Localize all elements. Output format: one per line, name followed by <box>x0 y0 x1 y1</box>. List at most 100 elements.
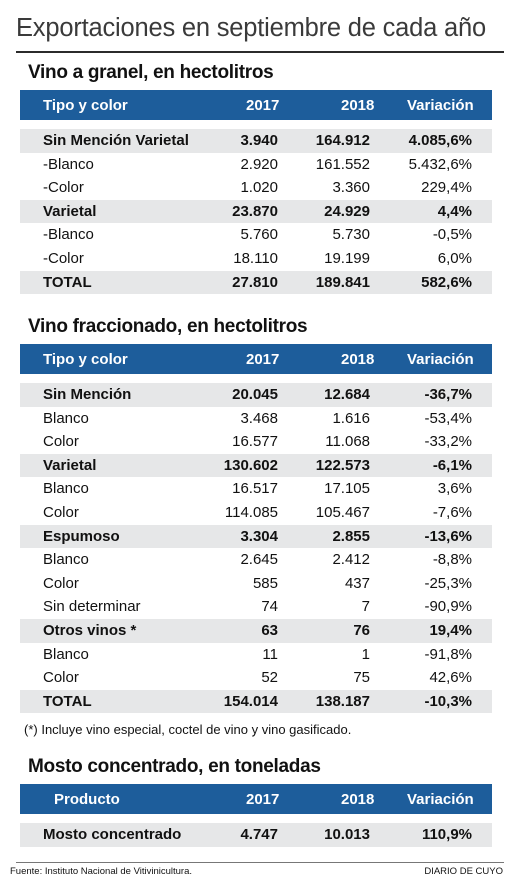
table-header: Tipo y color 2017 2018 Variación <box>20 344 492 374</box>
value-2018: 1.616 <box>332 409 370 427</box>
table-row: TOTAL 154.014 138.187 -10,3% <box>20 689 492 714</box>
value-variation: 4.085,6% <box>408 132 472 149</box>
value-variation: 3,6% <box>437 480 472 498</box>
value-2017: 16.517 <box>232 480 278 498</box>
table-header: Producto 2017 2018 Variación <box>20 784 492 814</box>
value-variation: -8,8% <box>432 551 472 569</box>
header-label: Tipo y color <box>43 351 128 368</box>
value-2017: 16.577 <box>232 433 278 451</box>
value-2018: 105.467 <box>315 503 370 521</box>
table-row: -Blanco 2.920 161.552 5.432,6% <box>20 153 492 177</box>
row-label: Espumoso <box>43 527 120 545</box>
value-2018: 12.684 <box>324 386 370 403</box>
value-2017: 2.920 <box>240 155 278 173</box>
value-2018: 5.730 <box>332 226 370 244</box>
value-2017: 154.014 <box>223 692 278 710</box>
row-label: Sin Mención <box>43 386 132 403</box>
value-2018: 164.912 <box>315 132 370 149</box>
value-2018: 24.929 <box>324 202 370 220</box>
value-2018: 1 <box>361 645 370 663</box>
value-2018: 3.360 <box>332 179 370 197</box>
source-credit: Fuente: Instituto Nacional de Vitivinicu… <box>10 866 193 877</box>
value-2018: 10.013 <box>324 826 370 843</box>
value-variation: -53,4% <box>424 409 472 427</box>
table-row: Color 114.085 105.467 -7,6% <box>20 501 492 525</box>
value-variation: 582,6% <box>421 273 472 291</box>
page-title: Exportaciones en septiembre de cada año <box>16 14 486 42</box>
row-label: Blanco <box>43 645 89 663</box>
table-row: Color 16.577 11.068 -33,2% <box>20 430 492 454</box>
footer-divider <box>16 862 504 863</box>
value-2017: 585 <box>252 574 278 592</box>
value-variation: -25,3% <box>424 574 472 592</box>
value-2018: 19.199 <box>324 249 370 267</box>
row-label: Blanco <box>43 551 89 569</box>
table-mosto: Producto 2017 2018 Variación Mosto conce… <box>20 784 492 847</box>
header-2017: 2017 <box>246 351 280 368</box>
value-2017: 1.020 <box>240 179 278 197</box>
row-label: -Blanco <box>43 226 94 244</box>
value-2018: 2.855 <box>332 527 370 545</box>
value-variation: -36,7% <box>424 386 472 403</box>
table-row: Blanco 3.468 1.616 -53,4% <box>20 407 492 431</box>
value-2018: 76 <box>353 621 370 639</box>
header-2017: 2017 <box>246 97 280 114</box>
publisher-brand: DIARIO DE CUYO <box>424 866 503 877</box>
value-variation: -10,3% <box>424 692 472 710</box>
table-row: Color 585 437 -25,3% <box>20 572 492 596</box>
value-variation: -0,5% <box>432 226 472 244</box>
value-variation: -90,9% <box>424 598 472 616</box>
row-label: -Blanco <box>43 155 94 173</box>
header-variation: Variación <box>407 791 474 808</box>
value-2017: 27.810 <box>232 273 278 291</box>
value-2017: 4.747 <box>240 826 278 843</box>
footnote: (*) Incluye vino especial, coctel de vin… <box>24 722 352 737</box>
value-variation: -7,6% <box>432 503 472 521</box>
section-title-granel: Vino a granel, en hectolitros <box>28 62 274 83</box>
value-2017: 63 <box>261 621 278 639</box>
table-row: Sin Mención Varietal 3.940 164.912 4.085,6% <box>20 129 492 153</box>
value-2017: 114.085 <box>224 503 278 521</box>
value-variation: -33,2% <box>424 433 472 451</box>
row-label: TOTAL <box>43 692 92 710</box>
value-variation: -6,1% <box>432 456 472 474</box>
value-2017: 11 <box>262 645 278 663</box>
value-2018: 437 <box>344 574 370 592</box>
table-row: -Blanco 5.760 5.730 -0,5% <box>20 223 492 247</box>
value-2017: 52 <box>261 669 278 687</box>
table-row: Otros vinos * 63 76 19,4% <box>20 618 492 643</box>
header-variation: Variación <box>407 351 474 368</box>
value-variation: 4,4% <box>437 202 472 220</box>
header-variation: Variación <box>407 97 474 114</box>
row-label: Sin Mención Varietal <box>43 132 189 149</box>
table-row: Varietal 23.870 24.929 4,4% <box>20 199 492 224</box>
section-title-mosto: Mosto concentrado, en toneladas <box>28 756 321 777</box>
value-variation: 42,6% <box>429 669 472 687</box>
value-variation: -91,8% <box>424 645 472 663</box>
row-label: Varietal <box>43 456 97 474</box>
value-2017: 2.645 <box>240 551 278 569</box>
header-2018: 2018 <box>341 791 375 808</box>
value-2018: 138.187 <box>315 692 370 710</box>
table-row: Blanco 16.517 17.105 3,6% <box>20 477 492 501</box>
value-2018: 161.552 <box>315 155 370 173</box>
table-row: Sin Mención 20.045 12.684 -36,7% <box>20 383 492 407</box>
header-label: Tipo y color <box>43 97 128 114</box>
row-label: Color <box>43 433 79 451</box>
value-variation: 110,9% <box>421 826 472 843</box>
table-row: Blanco 11 1 -91,8% <box>20 643 492 667</box>
value-2018: 122.573 <box>315 456 370 474</box>
value-2018: 75 <box>353 669 370 687</box>
row-label: Blanco <box>43 409 89 427</box>
value-2018: 7 <box>361 598 370 616</box>
row-label: Varietal <box>43 202 97 220</box>
value-2018: 17.105 <box>324 480 370 498</box>
value-2017: 130.602 <box>223 456 278 474</box>
header-label: Producto <box>54 791 120 808</box>
table-row: -Color 18.110 19.199 6,0% <box>20 247 492 271</box>
value-2017: 5.760 <box>240 226 278 244</box>
value-2018: 2.412 <box>332 551 370 569</box>
value-2017: 3.468 <box>240 409 278 427</box>
table-row: Espumoso 3.304 2.855 -13,6% <box>20 524 492 549</box>
table-row: -Color 1.020 3.360 229,4% <box>20 176 492 200</box>
